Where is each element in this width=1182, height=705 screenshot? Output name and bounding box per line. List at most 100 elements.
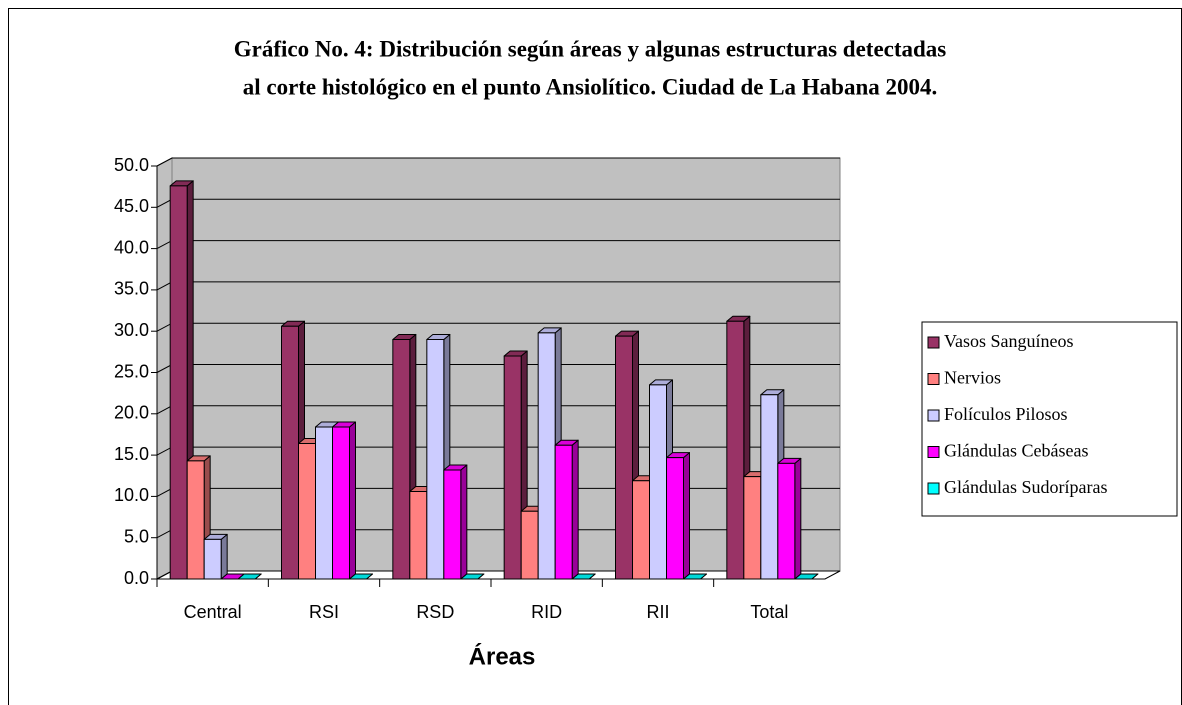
bar-top-shade: [504, 350, 528, 356]
bar: [554, 439, 579, 580]
bar-top-shade: [426, 334, 450, 340]
y-tick-label: 25.0: [114, 361, 149, 381]
bar-front: [443, 469, 462, 580]
bar-top-shade: [777, 458, 801, 464]
bar-top-shade: [392, 334, 416, 340]
bar-top-shade: [443, 464, 467, 470]
x-axis-title: Áreas: [469, 642, 536, 670]
bar-top: [237, 573, 262, 580]
y-tick-label: 45.0: [114, 196, 149, 216]
bar: [203, 533, 228, 580]
bar-side-shade: [572, 440, 579, 579]
bar-top: [349, 573, 373, 580]
bar-top-shade: [187, 455, 211, 461]
bar-front: [281, 325, 299, 580]
bar-top-shade: [281, 321, 305, 327]
bar: [349, 573, 373, 580]
legend-label: Vasos Sanguíneos: [944, 331, 1074, 351]
bar-front: [409, 490, 428, 580]
legend: [921, 321, 1178, 517]
bar-front: [537, 332, 556, 580]
chart-title: Gráfico No. 4: Distribución según áreas …: [234, 36, 947, 61]
bar: [460, 573, 485, 580]
bar-front: [186, 460, 205, 580]
bar-top-shade: [683, 574, 707, 579]
y-tick-label: 30.0: [114, 320, 149, 340]
x-tick-label: Central: [184, 602, 242, 622]
legend-label: Glándulas Cebáseas: [944, 441, 1088, 461]
bar-front: [777, 462, 796, 580]
bar-front: [743, 476, 762, 580]
y-tick-label: 40.0: [114, 237, 149, 257]
bar: [794, 573, 819, 580]
y-tick-label: 50.0: [114, 155, 149, 175]
bar: [683, 573, 707, 580]
bar: [237, 573, 262, 580]
y-tick-label: 5.0: [124, 526, 149, 546]
bar: [443, 464, 468, 580]
bar-front: [503, 355, 522, 580]
bar-top-shade: [760, 389, 784, 395]
legend-swatch: [927, 409, 940, 422]
bar-top-shade: [238, 574, 262, 579]
bar-top-shade: [349, 574, 373, 579]
x-tick-label: RID: [531, 602, 562, 622]
legend-label: Folículos Pilosos: [944, 404, 1068, 424]
bar: [666, 452, 690, 580]
bar-front: [298, 443, 316, 580]
bar-front: [615, 335, 633, 580]
bar: [332, 421, 356, 580]
x-tick-label: Total: [750, 602, 788, 622]
x-tick-label: RSD: [416, 602, 454, 622]
bar-front: [203, 538, 222, 580]
bar-front: [392, 338, 411, 580]
bar-top-shade: [666, 452, 690, 458]
bar-front: [649, 384, 667, 580]
legend-label: Glándulas Sudoríparas: [944, 477, 1107, 497]
bar-top-shade: [572, 574, 596, 579]
bar-side-shade: [460, 464, 467, 579]
bar-top-shade: [460, 574, 484, 579]
legend-swatch: [927, 336, 940, 349]
bar-side-shade: [794, 458, 801, 579]
bar-top-shade: [332, 422, 356, 428]
legend-swatch: [927, 373, 940, 385]
chart-title: al corte histológico en el punto Ansiolí…: [243, 74, 938, 99]
bar-top: [794, 573, 819, 580]
bar: [503, 350, 528, 580]
bar: [615, 330, 639, 580]
y-tick-label: 10.0: [114, 485, 149, 505]
bar-top-shade: [649, 379, 673, 385]
bar-front: [666, 457, 684, 580]
y-tick-label: 35.0: [114, 279, 149, 299]
legend-swatch: [927, 482, 940, 495]
bar-top-shade: [615, 331, 639, 337]
bar-top-shade: [315, 422, 339, 428]
legend-swatch: [927, 446, 940, 458]
x-tick-label: RII: [646, 602, 669, 622]
bar-front: [315, 426, 333, 580]
y-tick-label: 15.0: [114, 444, 149, 464]
y-tick-label: 20.0: [114, 403, 149, 423]
bar-front: [520, 510, 539, 580]
bar: [777, 457, 802, 580]
bar-front: [169, 185, 188, 580]
bar-front: [726, 320, 745, 580]
bar-front: [554, 444, 573, 580]
bar-top-shade: [555, 440, 579, 446]
bar-top-shade: [726, 316, 750, 322]
bar: [571, 573, 596, 580]
bar-front: [760, 394, 779, 580]
bar-side-shade: [349, 422, 356, 579]
bar-top: [571, 573, 596, 580]
bar-top: [460, 573, 485, 580]
bar-top-shade: [170, 180, 194, 186]
grid-line: [156, 157, 840, 167]
y-tick-label: 0.0: [124, 568, 149, 588]
x-tick-label: RSI: [309, 602, 339, 622]
bar-front: [632, 480, 650, 580]
bar-top-shade: [538, 327, 562, 333]
bar-front: [332, 426, 350, 580]
bar-side-shade: [683, 452, 690, 579]
